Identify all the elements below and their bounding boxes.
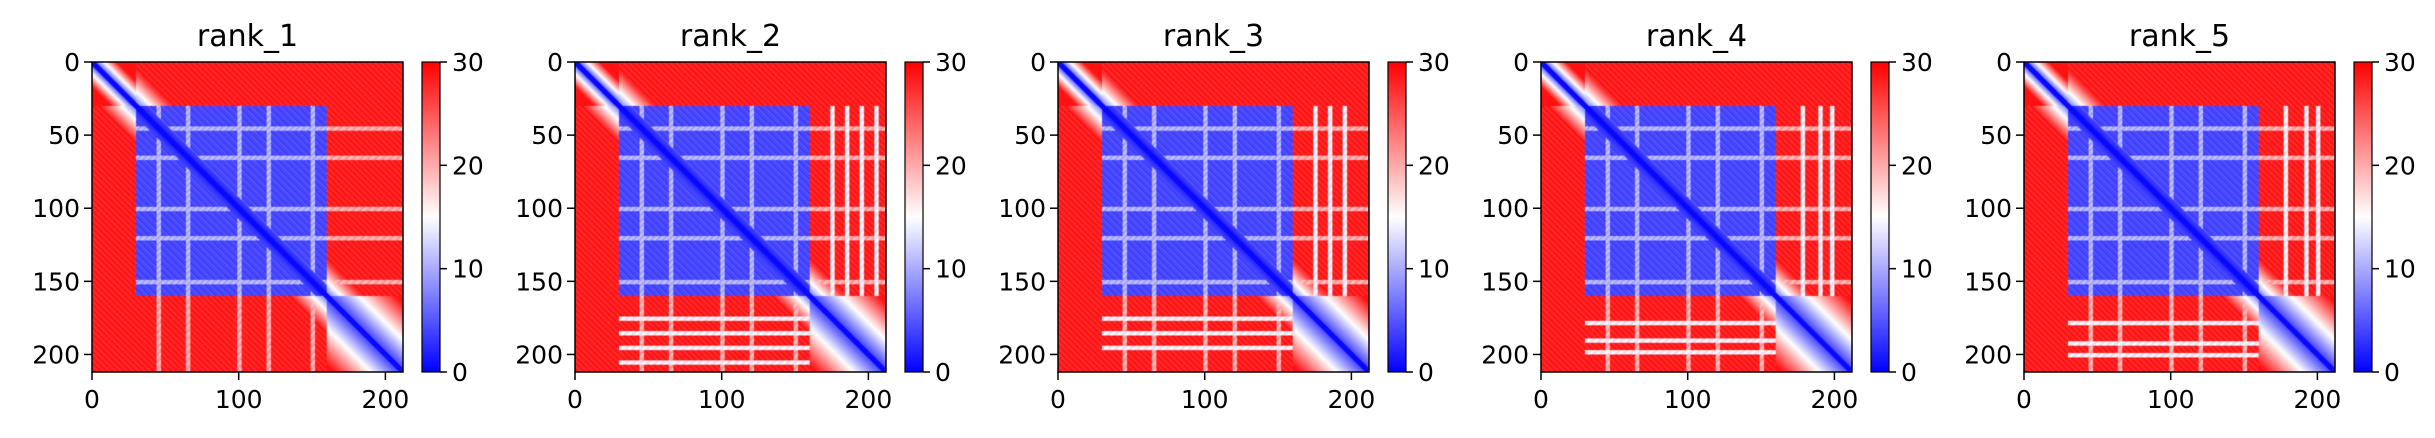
plot-frame xyxy=(1057,61,1370,373)
x-tick-label: 0 xyxy=(1050,385,1066,414)
x-tick-label: 100 xyxy=(1181,385,1229,414)
colorbar-tick-label: 0 xyxy=(2384,358,2400,387)
panel-title: rank_4 xyxy=(1646,19,1747,54)
y-tick-label: 150 xyxy=(1481,267,1529,296)
x-tick-label: 0 xyxy=(2016,385,2032,414)
colorbar-tick-label: 20 xyxy=(1418,151,1450,180)
x-tick-label: 200 xyxy=(2294,385,2342,414)
colorbar-tick-label: 30 xyxy=(935,48,967,77)
panel-title: rank_2 xyxy=(680,19,781,54)
y-tick-label: 0 xyxy=(1513,48,1529,77)
colorbar-tick-label: 10 xyxy=(1901,255,1933,284)
colorbar-tick-label: 30 xyxy=(2384,48,2416,77)
y-tick-label: 50 xyxy=(531,121,563,150)
panel-title: rank_3 xyxy=(1163,19,1264,54)
y-tick-label: 150 xyxy=(998,267,1046,296)
y-tick-label: 100 xyxy=(998,194,1046,223)
y-tick-label: 100 xyxy=(515,194,563,223)
plot-frame xyxy=(574,61,887,373)
x-tick-label: 100 xyxy=(698,385,746,414)
y-tick-label: 50 xyxy=(1497,121,1529,150)
x-tick-label: 200 xyxy=(1328,385,1376,414)
x-tick-label: 100 xyxy=(1664,385,1712,414)
colorbar xyxy=(904,61,924,373)
pae-heatmap xyxy=(92,62,403,372)
pae-heatmap xyxy=(1058,62,1369,372)
colorbar-tick-label: 30 xyxy=(1418,48,1450,77)
y-tick-label: 0 xyxy=(547,48,563,77)
colorbar-tick-label: 10 xyxy=(1418,255,1450,284)
y-tick-label: 200 xyxy=(1964,340,2012,369)
colorbar-tick-label: 20 xyxy=(1901,151,1933,180)
y-tick-label: 100 xyxy=(1964,194,2012,223)
x-tick-label: 200 xyxy=(1811,385,1859,414)
plot-frame xyxy=(91,61,404,373)
y-tick-label: 0 xyxy=(64,48,80,77)
colorbar-tick-label: 20 xyxy=(2384,151,2416,180)
x-tick-label: 0 xyxy=(567,385,583,414)
colorbar-tick-label: 20 xyxy=(452,151,484,180)
y-tick-label: 100 xyxy=(1481,194,1529,223)
y-tick-label: 50 xyxy=(1014,121,1046,150)
y-tick-label: 200 xyxy=(32,340,80,369)
y-tick-label: 200 xyxy=(515,340,563,369)
plot-frame xyxy=(1540,61,1853,373)
plot-frame xyxy=(2023,61,2336,373)
y-tick-label: 200 xyxy=(1481,340,1529,369)
y-tick-label: 0 xyxy=(1030,48,1046,77)
colorbar xyxy=(1870,61,1890,373)
colorbar-tick-label: 30 xyxy=(1901,48,1933,77)
x-tick-label: 0 xyxy=(84,385,100,414)
colorbar-tick-label: 30 xyxy=(452,48,484,77)
colorbar-tick-label: 0 xyxy=(452,358,468,387)
x-tick-label: 100 xyxy=(2147,385,2195,414)
colorbar xyxy=(2353,61,2373,373)
colorbar-tick-label: 10 xyxy=(935,255,967,284)
y-tick-label: 150 xyxy=(32,267,80,296)
panel-title: rank_1 xyxy=(197,19,298,54)
y-tick-label: 200 xyxy=(998,340,1046,369)
colorbar-tick-label: 10 xyxy=(2384,255,2416,284)
colorbar-tick-label: 20 xyxy=(935,151,967,180)
colorbar-tick-label: 10 xyxy=(452,255,484,284)
y-tick-label: 100 xyxy=(32,194,80,223)
x-tick-label: 200 xyxy=(362,385,410,414)
y-tick-label: 50 xyxy=(48,121,80,150)
x-tick-label: 0 xyxy=(1533,385,1549,414)
colorbar-tick-label: 0 xyxy=(935,358,951,387)
colorbar xyxy=(421,61,441,373)
pae-heatmap xyxy=(1541,62,1852,372)
x-tick-label: 200 xyxy=(845,385,893,414)
pae-heatmap xyxy=(575,62,886,372)
pae-heatmap xyxy=(2024,62,2335,372)
colorbar-tick-label: 0 xyxy=(1901,358,1917,387)
panel-title: rank_5 xyxy=(2129,19,2230,54)
y-tick-label: 150 xyxy=(1964,267,2012,296)
colorbar-tick-label: 0 xyxy=(1418,358,1434,387)
x-tick-label: 100 xyxy=(215,385,263,414)
y-tick-label: 0 xyxy=(1996,48,2012,77)
colorbar xyxy=(1387,61,1407,373)
y-tick-label: 50 xyxy=(1980,121,2012,150)
y-tick-label: 150 xyxy=(515,267,563,296)
